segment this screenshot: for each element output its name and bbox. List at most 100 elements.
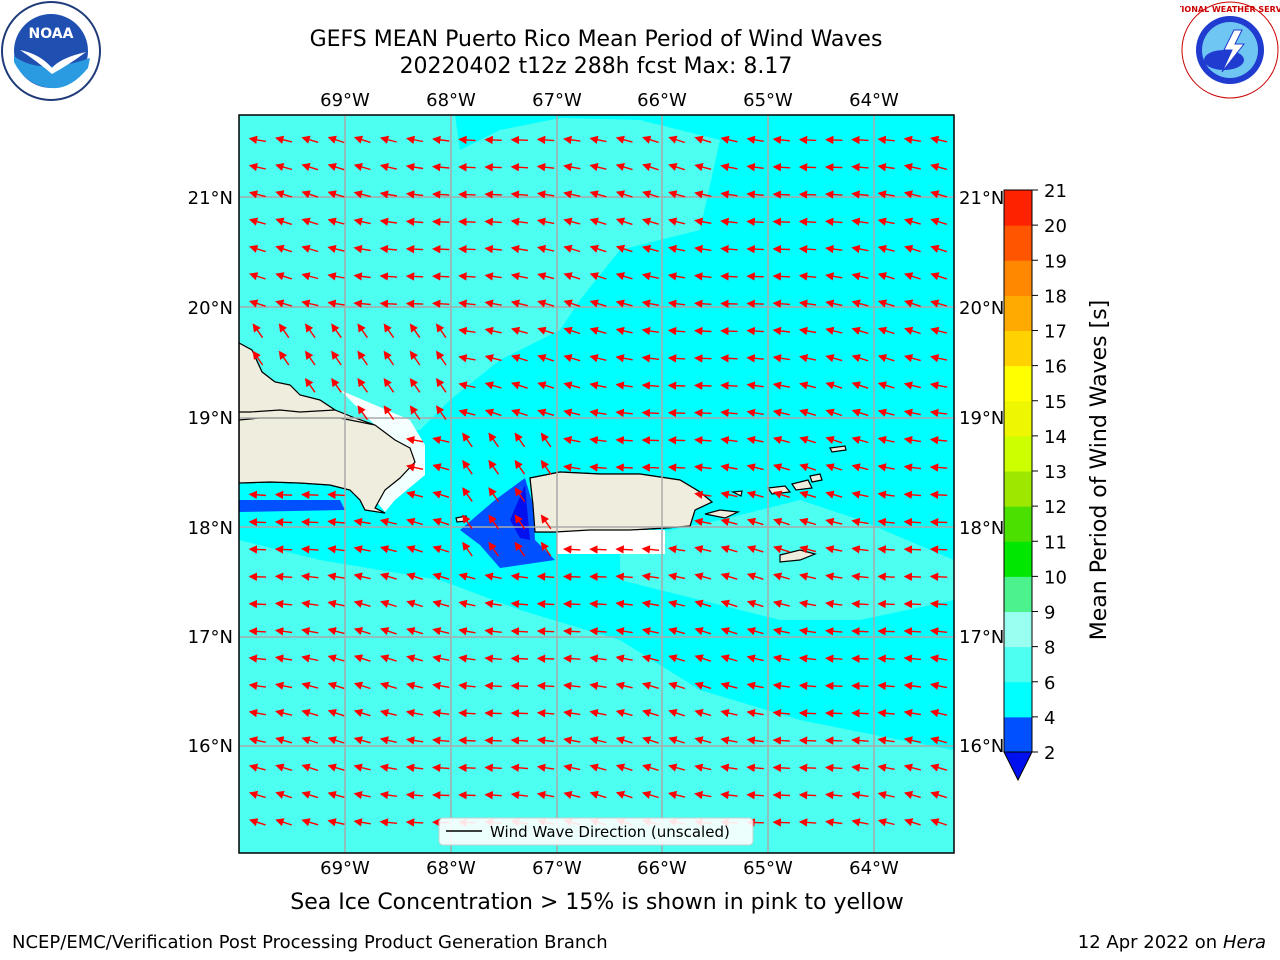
wind-wave-arrow (929, 572, 948, 581)
wind-wave-arrow (537, 381, 555, 390)
wind-wave-arrow (380, 654, 397, 663)
wind-wave-arrow (458, 627, 476, 636)
wind-wave-arrow (327, 163, 345, 172)
wind-wave-arrow (799, 545, 817, 554)
wind-wave-arrow (799, 490, 817, 499)
wind-wave-arrow (825, 790, 843, 800)
wind-wave-arrow (563, 790, 581, 800)
wind-wave-arrow (249, 244, 266, 253)
wind-wave-arrow (275, 708, 293, 718)
wind-wave-arrow (301, 163, 319, 172)
wind-wave-arrow (301, 708, 319, 718)
wind-wave-arrow (851, 681, 869, 691)
wind-wave-arrow (248, 490, 267, 500)
wind-wave-arrow (536, 572, 555, 581)
colorbar-tick-label: 20 (1044, 216, 1067, 237)
wind-wave-arrow (484, 354, 502, 363)
wind-wave-arrow (327, 572, 345, 581)
wind-wave-arrow (589, 217, 607, 226)
wind-wave-arrow (406, 135, 424, 144)
wind-wave-arrow (877, 190, 895, 199)
wind-wave-arrow (746, 790, 764, 800)
wind-wave-arrow (929, 408, 948, 418)
wind-wave-arrow (825, 135, 843, 145)
wind-wave-arrow (537, 272, 555, 281)
wind-wave-arrow (904, 818, 921, 827)
wind-wave-arrow (615, 190, 633, 199)
wind-wave-arrow (877, 681, 895, 691)
wind-wave-arrow (432, 790, 450, 800)
wind-wave-arrow (642, 736, 659, 745)
wind-wave-arrow (563, 463, 581, 472)
wind-wave-arrow (825, 435, 843, 444)
wind-wave-arrow (668, 163, 686, 172)
wind-wave-arrow (903, 435, 922, 445)
culebra (730, 490, 743, 497)
wind-wave-arrow (536, 599, 555, 609)
wind-wave-arrow (746, 354, 764, 363)
wind-wave-arrow (484, 244, 502, 254)
wind-wave-arrow (536, 681, 555, 691)
wind-wave-arrow (641, 299, 660, 308)
wind-wave-arrow (825, 326, 843, 335)
virgin-islands (809, 473, 823, 483)
wind-wave-arrow (357, 350, 368, 366)
wind-wave-arrow (851, 272, 869, 281)
colorbar-segment (1004, 190, 1032, 226)
wind-wave-arrow (432, 217, 450, 227)
map-frame (238, 114, 955, 854)
wind-wave-arrow (877, 517, 895, 527)
wind-wave-arrow (274, 490, 293, 500)
wind-wave-arrow (930, 162, 948, 172)
wind-wave-arrow (462, 541, 473, 557)
wind-wave-arrow (903, 681, 921, 691)
wind-wave-arrow (540, 514, 552, 530)
wind-wave-arrow (798, 763, 817, 773)
wind-wave-arrow (772, 217, 791, 227)
nws-logo: NATIONAL WEATHER SERVICE (1180, 1, 1280, 99)
wind-wave-arrow (432, 244, 450, 254)
wind-wave-arrow (798, 244, 817, 254)
wind-wave-arrow (380, 627, 397, 636)
wind-wave-arrow (641, 681, 659, 690)
wind-wave-arrow (641, 381, 660, 390)
wind-wave-arrow (484, 326, 502, 335)
wind-wave-arrow (720, 763, 738, 772)
wind-wave-arrow (462, 459, 473, 475)
wind-wave-arrow (406, 627, 424, 636)
colorbar-tick-label: 11 (1044, 532, 1067, 553)
wind-wave-arrow (540, 541, 552, 557)
map-legend: Wind Wave Direction (unscaled) (438, 817, 754, 846)
wind-wave-arrow (642, 162, 659, 171)
wind-wave-arrow (825, 299, 843, 308)
colorbar-tick-label: 6 (1044, 673, 1055, 694)
wind-wave-arrow (327, 654, 345, 663)
wind-wave-arrow (379, 572, 397, 581)
wind-wave-arrow (301, 681, 319, 690)
wind-wave-arrow (877, 627, 895, 636)
wind-wave-arrow (383, 323, 395, 339)
wind-wave-arrow (798, 681, 817, 691)
wind-wave-arrow (746, 381, 764, 390)
wind-wave-arrow (877, 381, 895, 390)
wind-wave-arrow (488, 514, 499, 530)
wind-wave-arrow (903, 463, 921, 472)
colorbar-segment (1004, 330, 1032, 367)
wind-wave-arrow (510, 163, 529, 172)
wind-wave-arrow (536, 627, 555, 636)
wind-wave-arrow (510, 790, 528, 800)
wind-wave-arrow (825, 272, 843, 281)
wind-wave-arrow (589, 681, 607, 690)
wind-wave-arrow (720, 162, 738, 172)
wind-wave-arrow (563, 572, 581, 581)
wind-wave-arrow (641, 217, 659, 226)
wind-wave-arrow (799, 408, 817, 417)
wind-wave-arrow (877, 790, 895, 800)
wind-wave-arrow (694, 736, 712, 745)
wind-wave-arrow (248, 190, 266, 199)
lat-label: 19°N (188, 408, 233, 429)
wind-wave-arrow (406, 681, 424, 690)
wind-wave-arrow (432, 763, 450, 773)
wind-wave-arrow (694, 272, 712, 281)
wind-wave-arrow (563, 381, 581, 390)
